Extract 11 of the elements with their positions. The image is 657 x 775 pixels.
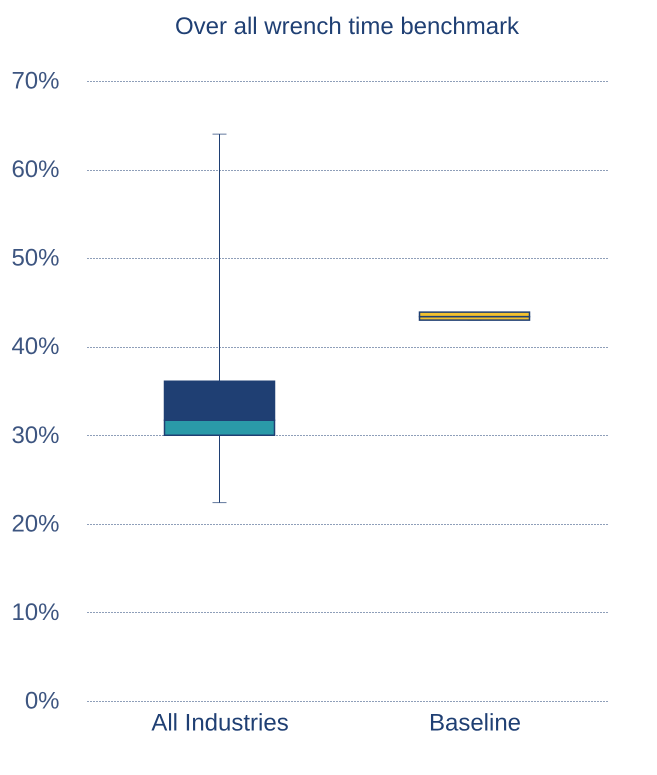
y-tick-label: 60% bbox=[11, 156, 60, 184]
y-tick-label: 10% bbox=[11, 598, 60, 626]
chart-title: Over all wrench time benchmark bbox=[174, 13, 520, 40]
x-tick-label: Baseline bbox=[428, 710, 522, 736]
y-tick-label: 30% bbox=[11, 422, 60, 449]
y-tick-label: 20% bbox=[11, 510, 60, 538]
y-tick-label: 0% bbox=[24, 688, 60, 714]
y-tick-label: 40% bbox=[11, 333, 60, 360]
y-tick-label: 70% bbox=[11, 68, 60, 94]
x-tick-label: All Industries bbox=[151, 710, 289, 736]
y-tick-label: 50% bbox=[11, 244, 60, 272]
